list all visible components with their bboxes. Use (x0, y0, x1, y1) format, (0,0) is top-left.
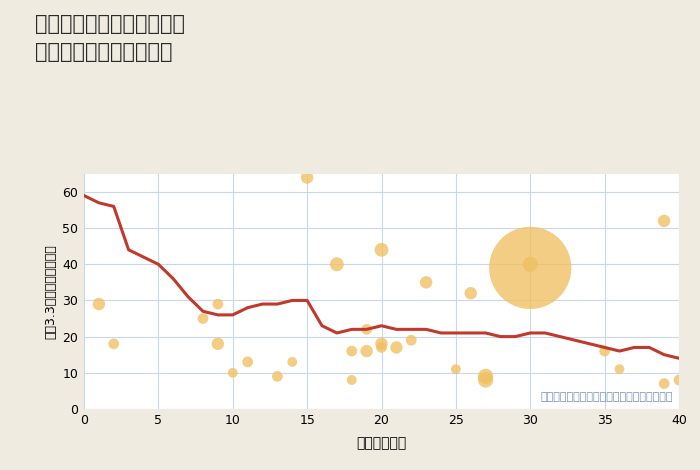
Point (93, 300, 104, 308)
Point (272, 373, 283, 380)
Point (525, 264, 536, 272)
Point (599, 347, 610, 355)
Point (242, 358, 253, 366)
Point (614, 365, 625, 373)
Point (212, 300, 223, 308)
Point (376, 344, 387, 351)
Point (197, 315, 209, 322)
Point (659, 217, 670, 225)
Point (406, 337, 417, 344)
Point (421, 279, 432, 286)
Point (673, 376, 685, 384)
Point (465, 290, 476, 297)
Point (376, 340, 387, 348)
Point (227, 369, 238, 376)
Point (450, 365, 461, 373)
Point (480, 376, 491, 384)
Text: 兵庫県豊岡市但東町矢根の
築年数別中古戸建て価格: 兵庫県豊岡市但東町矢根の 築年数別中古戸建て価格 (35, 14, 185, 62)
Point (346, 347, 357, 355)
Point (331, 260, 342, 268)
Point (212, 340, 223, 348)
Point (346, 376, 357, 384)
X-axis label: 築年数（年）: 築年数（年） (356, 436, 407, 450)
Point (361, 347, 372, 355)
Point (391, 344, 402, 351)
Point (302, 174, 313, 181)
Point (480, 373, 491, 380)
Point (525, 260, 536, 268)
Point (108, 340, 119, 348)
Point (659, 380, 670, 387)
Point (287, 358, 298, 366)
Point (361, 326, 372, 333)
Point (376, 246, 387, 254)
Y-axis label: 坪（3.3㎡）単価（万円）: 坪（3.3㎡）単価（万円） (44, 244, 57, 339)
Text: 円の大きさは、取引のあった物件面積を示す: 円の大きさは、取引のあった物件面積を示す (540, 392, 673, 402)
